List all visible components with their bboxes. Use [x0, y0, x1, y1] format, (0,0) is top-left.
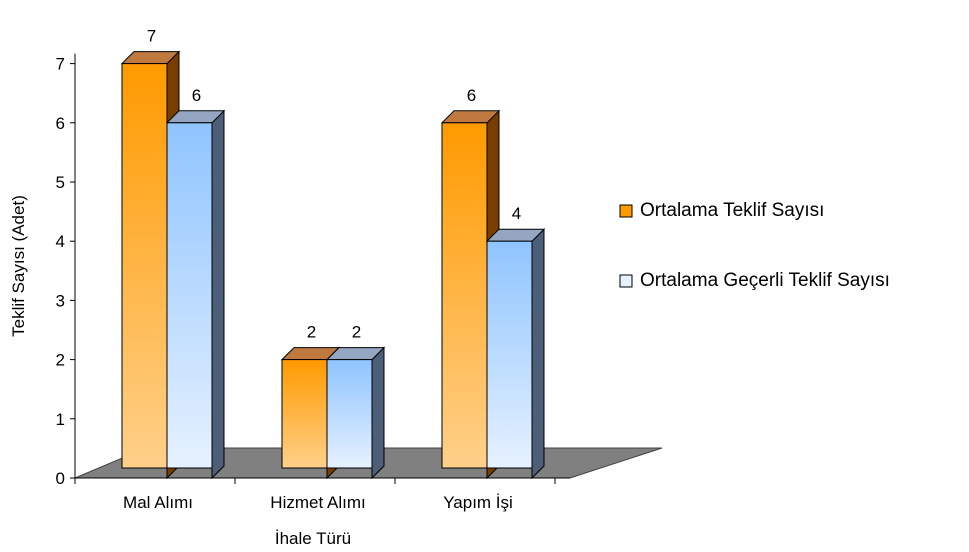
bar-series1 — [440, 109, 501, 480]
bar-series2 — [325, 346, 386, 480]
bar-series2-side — [371, 346, 385, 480]
data-label: 4 — [512, 204, 521, 223]
y-tick-label: 4 — [56, 232, 65, 251]
bar-series2 — [485, 227, 546, 480]
y-tick-label: 5 — [56, 173, 65, 192]
bar-series2-front — [166, 122, 213, 469]
bar-series1-front — [121, 63, 168, 469]
bar-series2-front — [486, 240, 533, 469]
bar-series2 — [165, 109, 226, 480]
data-label: 2 — [352, 323, 361, 342]
legend-label: Ortalama Teklif Sayısı — [640, 200, 824, 221]
data-label: 6 — [467, 86, 476, 105]
y-tick-label: 7 — [56, 55, 65, 74]
y-tick-label: 3 — [56, 291, 65, 310]
legend-label: Ortalama Geçerli Teklif Sayısı — [640, 270, 890, 291]
data-label: 6 — [192, 86, 201, 105]
legend-swatch — [619, 204, 633, 218]
y-tick-label: 1 — [56, 410, 65, 429]
bar-series2-front — [326, 359, 373, 469]
x-axis-title: İhale Türü — [275, 529, 351, 548]
bar-series2-side — [531, 227, 545, 480]
bar-series1-front — [281, 359, 328, 469]
x-category-label: Yapım İşi — [443, 493, 513, 512]
x-category-label: Mal Alımı — [123, 493, 193, 512]
data-label: 2 — [307, 323, 316, 342]
legend-swatch — [619, 274, 633, 288]
bar-series1-front — [441, 122, 488, 469]
bar-series2-side — [211, 109, 225, 480]
legend: Ortalama Teklif Sayısı Ortalama Geçerli T… — [619, 200, 890, 291]
y-tick-label: 0 — [56, 469, 65, 488]
data-label: 7 — [147, 27, 156, 46]
y-axis-title: Teklif Sayısı (Adet) — [9, 195, 28, 337]
x-category-label: Hizmet Alımı — [270, 493, 365, 512]
y-tick-label: 6 — [56, 114, 65, 133]
y-tick-label: 2 — [56, 351, 65, 370]
